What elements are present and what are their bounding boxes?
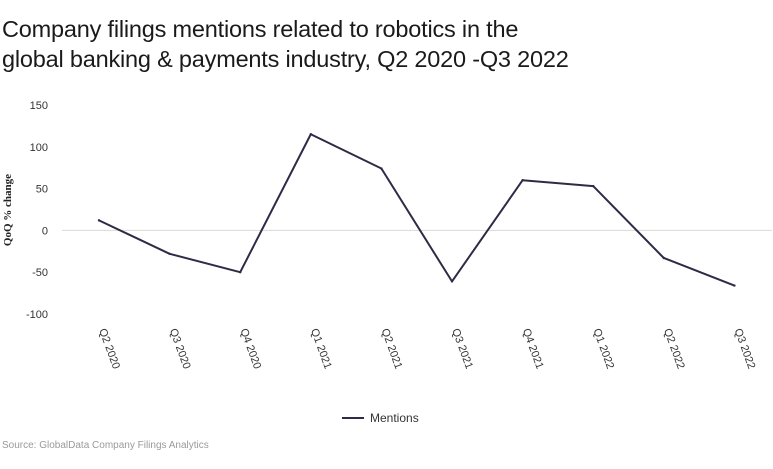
x-tick-label: Q1 2021	[308, 327, 334, 371]
data-point	[521, 179, 524, 182]
data-point	[450, 280, 454, 283]
x-tick-label: Q3 2021	[449, 327, 475, 371]
data-point	[662, 256, 665, 260]
data-point	[309, 133, 312, 136]
x-tick-label: Q4 2020	[237, 327, 263, 371]
source-note: Source: GlobalData Company Filings Analy…	[2, 440, 209, 451]
y-tick-label: -50	[32, 267, 48, 279]
data-point	[239, 271, 242, 274]
x-tick-label: Q2 2020	[96, 327, 122, 371]
y-tick-label: 0	[42, 225, 48, 237]
data-point	[592, 184, 595, 188]
data-point	[168, 252, 171, 256]
data-point	[733, 284, 736, 287]
x-tick-label: Q2 2021	[379, 327, 405, 371]
x-tick-label: Q2 2022	[661, 327, 687, 371]
data-point	[380, 167, 383, 170]
y-axis-label: QoQ % change	[2, 174, 14, 246]
chart-title: Company filings mentions related to robo…	[2, 14, 762, 74]
chart-title-line-2: global banking & payments industry, Q2 2…	[2, 46, 569, 72]
series-line-mentions	[98, 133, 735, 287]
legend-label-mentions: Mentions	[370, 411, 419, 425]
y-tick-label: -100	[26, 309, 48, 321]
legend: Mentions	[342, 411, 419, 425]
y-tick-label: 50	[36, 184, 48, 196]
y-axis-ticks: 150 100 50 0 -50 -100	[26, 100, 48, 321]
y-tick-label: 150	[30, 100, 48, 112]
x-tick-label: Q4 2021	[520, 327, 546, 371]
x-tick-label: Q1 2022	[590, 327, 616, 371]
data-point	[97, 219, 101, 222]
x-tick-label: Q3 2020	[167, 327, 193, 371]
y-tick-label: 100	[30, 142, 48, 154]
series-group	[97, 133, 736, 287]
chart-title-line-1: Company filings mentions related to robo…	[2, 16, 519, 42]
x-axis-ticks: Q2 2020 Q3 2020 Q4 2020 Q1 2021 Q2 2021 Q3 20…	[96, 327, 757, 371]
x-tick-label: Q3 2022	[732, 327, 758, 371]
